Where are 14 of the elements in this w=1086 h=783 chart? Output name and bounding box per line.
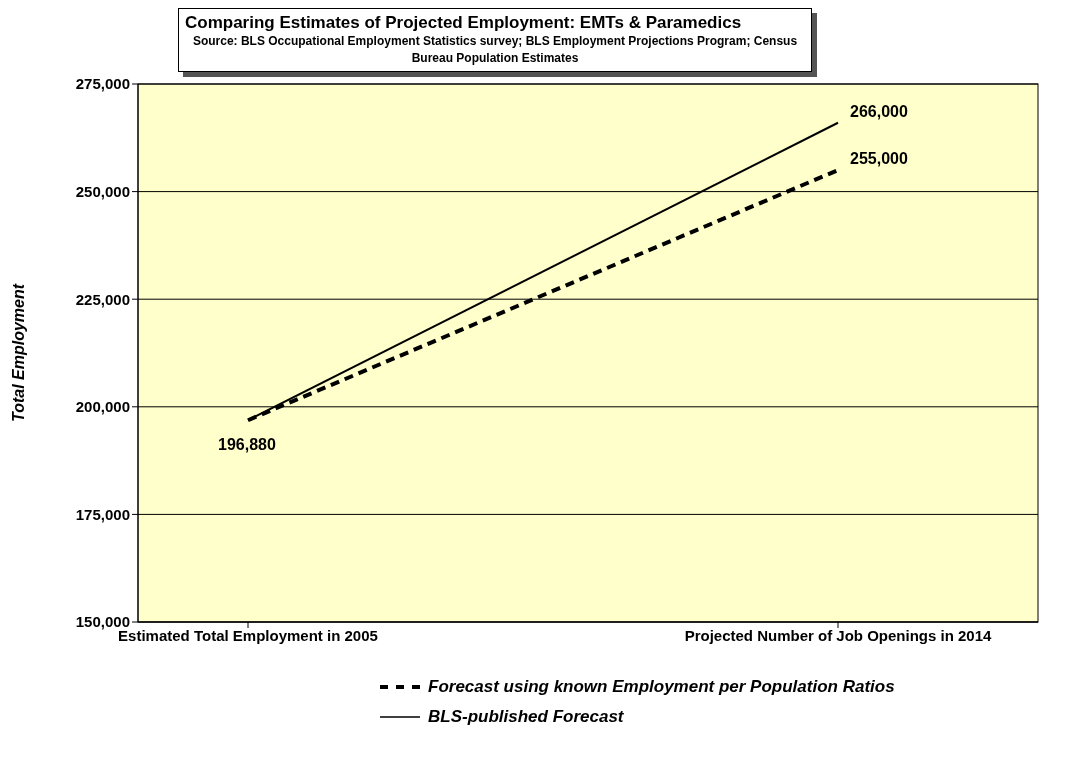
y-tick-label: 275,000 bbox=[75, 75, 130, 93]
legend-label: Forecast using known Employment per Population Ratios bbox=[428, 677, 895, 697]
x-tick-label: Projected Number of Job Openings in 2014 bbox=[684, 626, 993, 644]
data-label: 255,000 bbox=[850, 150, 908, 168]
y-tick-label: 225,000 bbox=[75, 290, 130, 308]
y-axis-title: Total Employment bbox=[9, 283, 27, 423]
chart-title: Comparing Estimates of Projected Employment: EMTs & Paramedics bbox=[185, 13, 743, 33]
y-tick-label: 200,000 bbox=[75, 398, 130, 416]
y-tick-label: 250,000 bbox=[75, 182, 130, 200]
legend-label: BLS-published Forecast bbox=[428, 707, 624, 727]
chart-subtitle: Source: BLS Occupational Employment Statistics survey; BLS Employment Projections Program; Census Bureau Population Estimates bbox=[191, 33, 799, 67]
y-tick-label: 175,000 bbox=[75, 505, 130, 523]
data-label: 196,880 bbox=[218, 436, 276, 454]
data-label: 266,000 bbox=[850, 102, 908, 120]
